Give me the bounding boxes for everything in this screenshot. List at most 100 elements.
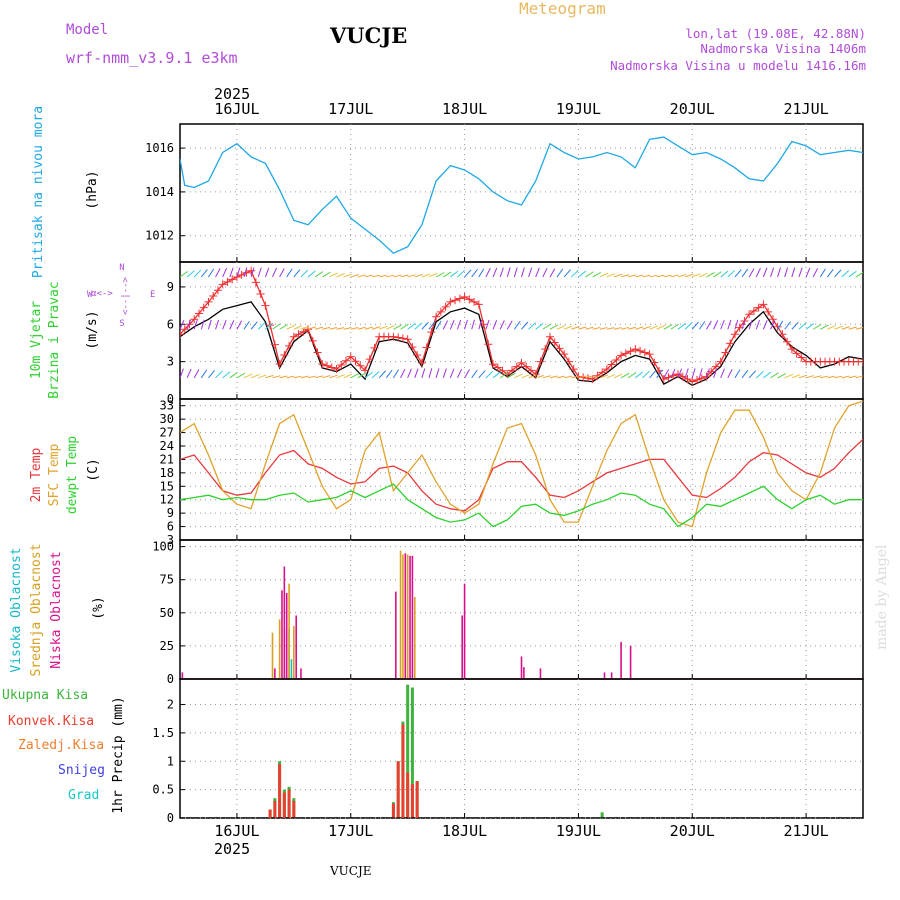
wind-barb [386, 274, 394, 278]
gust-marker [617, 351, 626, 360]
wind-barb [414, 322, 423, 330]
wind-barb [293, 325, 303, 330]
day-label-top: 21JUL [784, 100, 829, 118]
gust-marker [697, 374, 706, 383]
gust-marker [692, 375, 701, 384]
wind-barb [343, 373, 353, 379]
total-bar [600, 812, 604, 818]
wind-barb [770, 267, 775, 278]
gust-marker [337, 360, 346, 369]
low-bar [295, 615, 298, 679]
ytick-label: 27 [160, 426, 174, 440]
wind-barb [848, 270, 857, 278]
gust-marker [213, 286, 222, 295]
year-bottom: 2025 [214, 840, 250, 858]
wind-barb [762, 320, 768, 330]
wind-barb [578, 375, 587, 379]
wind-barb [442, 320, 449, 330]
wind-barb [513, 267, 518, 278]
wind-barb [841, 375, 850, 379]
model-label: Model [66, 22, 108, 38]
wind-barb [549, 375, 558, 379]
gust-marker [289, 332, 298, 341]
wind-barb [442, 271, 452, 278]
ytick-label: 1012 [145, 229, 174, 243]
gust-marker [778, 330, 787, 339]
wind-barb [549, 324, 559, 330]
wind-barb [805, 323, 814, 330]
wind-barb [208, 268, 215, 278]
gust-marker [626, 347, 635, 356]
gust-marker [484, 340, 493, 349]
wind-barb [471, 319, 475, 330]
wind-barb [208, 370, 215, 379]
wind-barb [677, 274, 687, 278]
wind-barb [585, 326, 594, 330]
wind-barb [236, 372, 246, 379]
wind-barb [542, 375, 551, 379]
wind-barb [748, 268, 755, 278]
wind-barb [193, 369, 200, 379]
wind-barb [507, 372, 516, 379]
compass-east: E [150, 290, 155, 300]
wind-barb [599, 327, 608, 330]
low-bar [523, 667, 525, 679]
t2m-line [180, 438, 863, 512]
wind-barb [798, 374, 808, 379]
wind-barb [585, 271, 594, 278]
wind-barb [713, 320, 719, 330]
gust-marker [536, 357, 545, 366]
gust-marker [645, 350, 654, 359]
gust-marker [602, 365, 611, 374]
gust-marker [503, 370, 512, 379]
precip-unit: 1hr Precip (mm) [111, 696, 126, 813]
wind-barb [713, 368, 718, 378]
wind-barb [578, 270, 587, 278]
wind-barb [741, 268, 749, 278]
wind-barb [492, 267, 498, 278]
wind-barb [521, 267, 525, 278]
wind-barb [755, 267, 761, 278]
gust-marker [351, 357, 360, 366]
wind-barb [820, 375, 829, 379]
wind-barb [855, 326, 863, 330]
wind-barb [698, 368, 703, 378]
panel-4: 0 0.5 1 1.5 2 [152, 678, 864, 825]
gust-marker [726, 339, 735, 348]
day-label-bottom: 19JUL [556, 822, 601, 840]
wind-barb [528, 267, 533, 278]
gust-marker [754, 303, 763, 312]
wind-barb [834, 269, 842, 278]
wind-barb [478, 319, 483, 330]
legend-hail: Grad [68, 788, 99, 803]
wind-barb [364, 274, 373, 278]
wind-barb [506, 267, 511, 278]
wind-barb [435, 320, 442, 330]
day-label-top: 17JUL [328, 100, 373, 118]
wind-barb [748, 319, 753, 330]
wind-barb [642, 274, 651, 278]
ytick-label: 1 [167, 754, 174, 768]
wind-barb [315, 326, 324, 330]
wind-barb [514, 373, 523, 379]
wind-barb [329, 374, 338, 379]
wind-barb [570, 269, 579, 278]
convective-bar [292, 800, 296, 818]
wind-barb [457, 368, 463, 379]
wind-barb [784, 321, 791, 330]
series-group [180, 400, 863, 528]
gust-marker [759, 300, 768, 309]
day-label-top: 20JUL [670, 100, 715, 118]
wind-barb [471, 268, 478, 278]
ytick-label: 3 [167, 533, 174, 547]
wind-barb [272, 267, 277, 278]
day-label-bottom: 20JUL [670, 822, 715, 840]
mid-bar [278, 619, 281, 679]
convective-bar [278, 764, 282, 818]
wind-barb [563, 269, 571, 278]
wind-barb [606, 374, 616, 379]
wind-barb [421, 368, 426, 378]
mid-cloud-title: Srednja Oblacnost [29, 543, 44, 676]
gust-marker [323, 361, 332, 370]
gust-marker [640, 348, 649, 357]
